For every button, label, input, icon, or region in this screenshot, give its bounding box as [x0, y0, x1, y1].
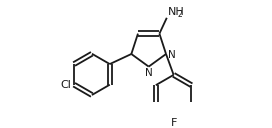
Text: N: N [145, 68, 153, 78]
Text: 2: 2 [178, 10, 183, 19]
Text: F: F [171, 119, 177, 128]
Text: N: N [168, 50, 176, 60]
Text: Cl: Cl [60, 80, 71, 90]
Text: NH: NH [168, 7, 185, 17]
